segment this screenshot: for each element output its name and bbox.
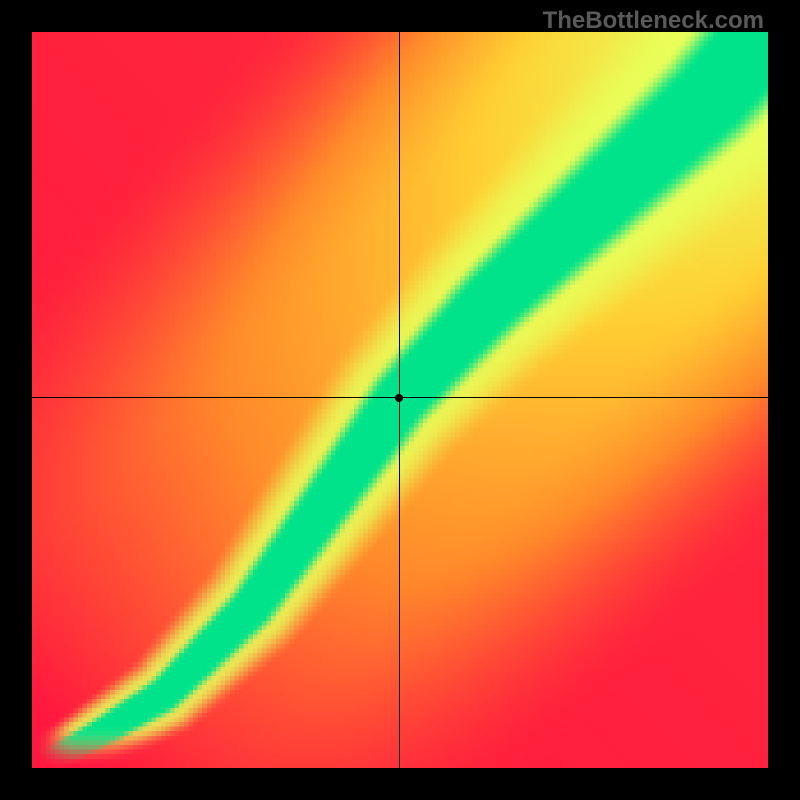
frame-right [768,0,800,800]
watermark-text: TheBottleneck.com [543,7,764,35]
frame-bottom [0,768,800,800]
crosshair-marker [395,394,403,402]
frame-left [0,0,32,800]
